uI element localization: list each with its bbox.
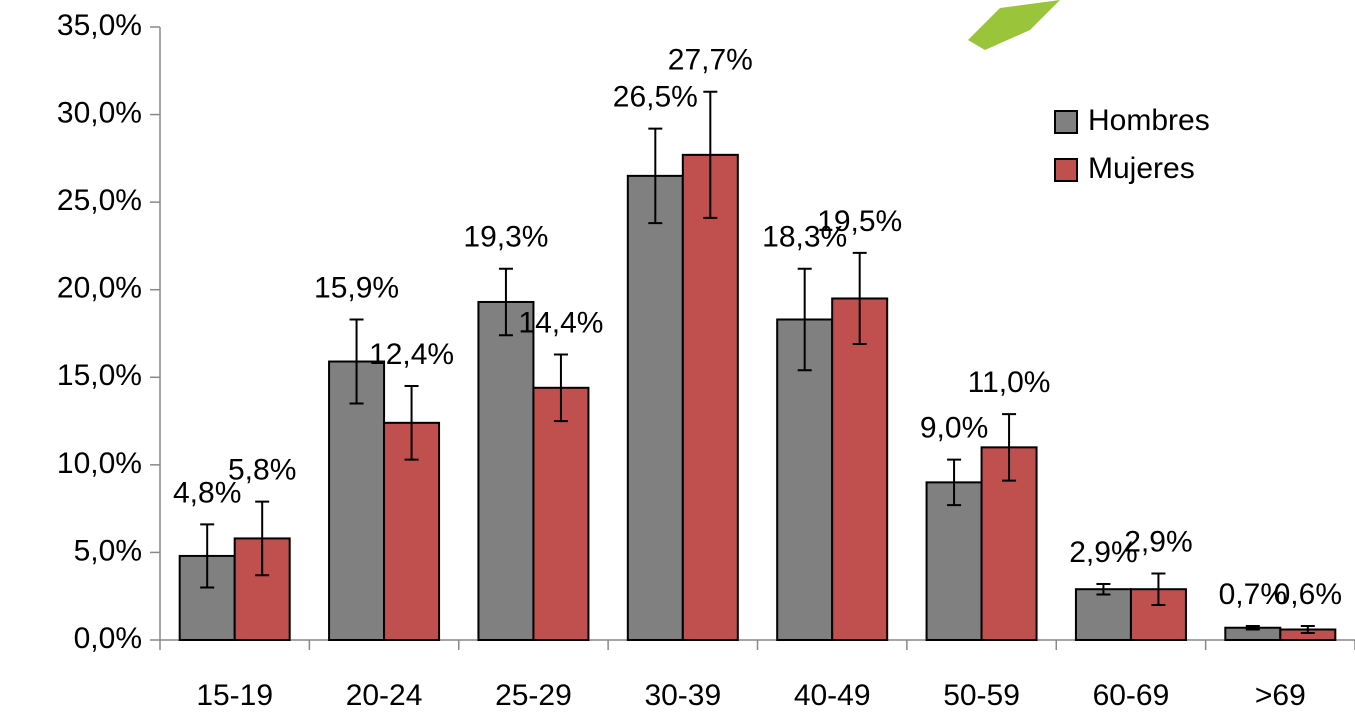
error-bar <box>200 523 215 589</box>
x-tick-label: >69 <box>1255 679 1306 712</box>
value-label: 9,0% <box>920 412 988 445</box>
x-tick-label: 50-59 <box>943 679 1020 712</box>
x-tick-label: 25-29 <box>495 679 572 712</box>
error-bar <box>1151 572 1166 606</box>
error-bar <box>349 318 364 405</box>
value-label: 2,9% <box>1069 536 1137 569</box>
legend-swatch <box>1054 110 1078 134</box>
value-label: 19,5% <box>817 205 902 238</box>
error-bar <box>404 385 419 461</box>
legend-label: Hombres <box>1088 104 1210 137</box>
value-label: 12,4% <box>369 338 454 371</box>
y-tick-label: 15,0% <box>57 359 142 392</box>
value-label: 26,5% <box>613 81 698 114</box>
x-tick-label: 15-19 <box>196 679 273 712</box>
legend-label: Mujeres <box>1088 152 1195 185</box>
y-tick-label: 20,0% <box>57 272 142 305</box>
value-label: 4,8% <box>173 476 241 509</box>
bar <box>681 153 739 641</box>
value-label: 14,4% <box>518 306 603 339</box>
legend-swatch <box>1054 158 1078 182</box>
error-bar <box>553 353 568 423</box>
error-bar <box>1096 582 1111 596</box>
bar <box>477 300 535 641</box>
error-bar <box>1300 624 1315 634</box>
value-label: 2,9% <box>1124 525 1192 558</box>
y-tick-label: 5,0% <box>74 534 142 567</box>
bar <box>328 360 386 641</box>
error-bar <box>648 127 663 225</box>
x-tick-label: 40-49 <box>794 679 871 712</box>
x-tick-label: 30-39 <box>644 679 721 712</box>
value-label: 5,8% <box>228 454 296 487</box>
value-label: 0,6% <box>1274 578 1342 611</box>
bar <box>1074 588 1132 641</box>
x-tick-label: 60-69 <box>1093 679 1170 712</box>
y-tick-label: 25,0% <box>57 184 142 217</box>
value-label: 18,3% <box>762 221 847 254</box>
error-bar <box>1002 413 1017 482</box>
error-bar <box>797 267 812 372</box>
x-tick-label: 20-24 <box>346 679 423 712</box>
error-bar <box>255 500 270 577</box>
leaf-decoration <box>968 0 1060 50</box>
value-label: 27,7% <box>668 44 753 77</box>
value-label: 19,3% <box>463 221 548 254</box>
bar <box>776 318 834 641</box>
error-bar <box>498 267 513 337</box>
bar <box>831 297 889 641</box>
error-bar <box>1245 624 1260 631</box>
value-label: 11,0% <box>968 366 1051 399</box>
y-tick-label: 0,0% <box>74 622 142 655</box>
y-tick-label: 30,0% <box>57 96 142 129</box>
error-bar <box>703 90 718 219</box>
value-label: 0,7% <box>1219 578 1287 611</box>
error-bar <box>947 458 962 507</box>
error-bar <box>852 251 867 346</box>
y-tick-label: 10,0% <box>57 447 142 480</box>
bar <box>532 386 590 641</box>
value-label: 15,9% <box>314 271 399 304</box>
bar <box>626 174 684 641</box>
y-tick-label: 35,0% <box>57 9 142 42</box>
